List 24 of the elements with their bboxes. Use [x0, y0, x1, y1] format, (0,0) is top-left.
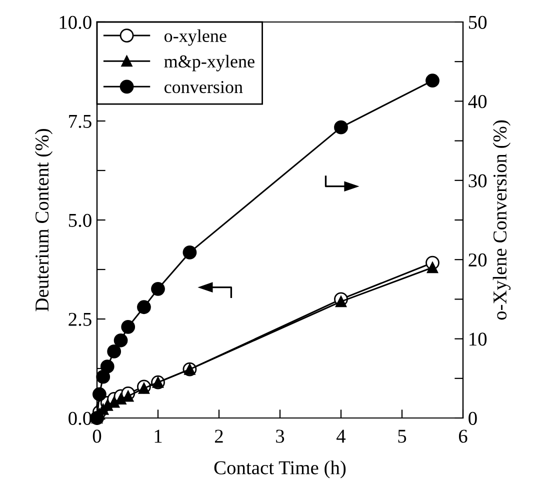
y2-tick-label: 40 [468, 95, 487, 108]
x-tick-label: 0 [92, 430, 102, 443]
y-tick-label: 7.5 [69, 115, 92, 128]
y2-tick-label: 0 [468, 412, 477, 425]
y2-tick-label: 20 [468, 253, 487, 267]
x-axis-title: Contact Time (h) [214, 460, 346, 478]
x-tick-label: 1 [154, 430, 162, 443]
x-tick-label: 4 [336, 430, 346, 443]
y-tick-label: 0.0 [68, 412, 92, 426]
y-axis-title: Deuterium Content (%) [34, 129, 53, 312]
y2-tick-label: 10 [470, 332, 487, 346]
y2-tick-label: 50 [468, 16, 487, 29]
y2-tick-label: 30 [468, 174, 487, 188]
legend-label: o-xylene [164, 29, 226, 46]
x-tick-label: 6 [458, 430, 468, 443]
legend-label: m&p-xylene [164, 54, 254, 72]
y-tick-label: 5.0 [68, 214, 92, 228]
legend-label: conversion [164, 81, 243, 94]
x-tick-label: 5 [398, 430, 406, 443]
y-tick-label: 2.5 [68, 312, 92, 326]
y2-axis-title: o-Xylene Conversion (%) [492, 120, 511, 320]
x-tick-label: 2 [214, 430, 223, 443]
y-tick-label: 10.0 [60, 16, 92, 30]
x-tick-label: 3 [276, 430, 284, 443]
